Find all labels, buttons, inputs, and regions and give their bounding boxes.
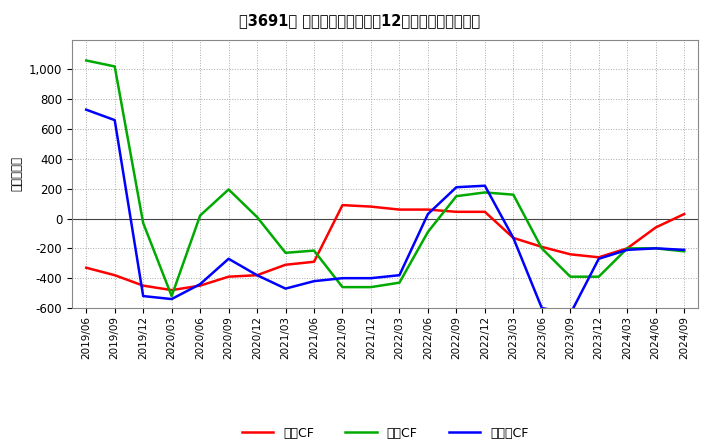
Text: ［3691］ キャッシュフローの12か月移動合計の推移: ［3691］ キャッシュフローの12か月移動合計の推移 — [240, 13, 480, 28]
Legend: 営業CF, 投資CF, フリーCF: 営業CF, 投資CF, フリーCF — [242, 427, 528, 440]
Y-axis label: （百万円）: （百万円） — [10, 156, 23, 191]
